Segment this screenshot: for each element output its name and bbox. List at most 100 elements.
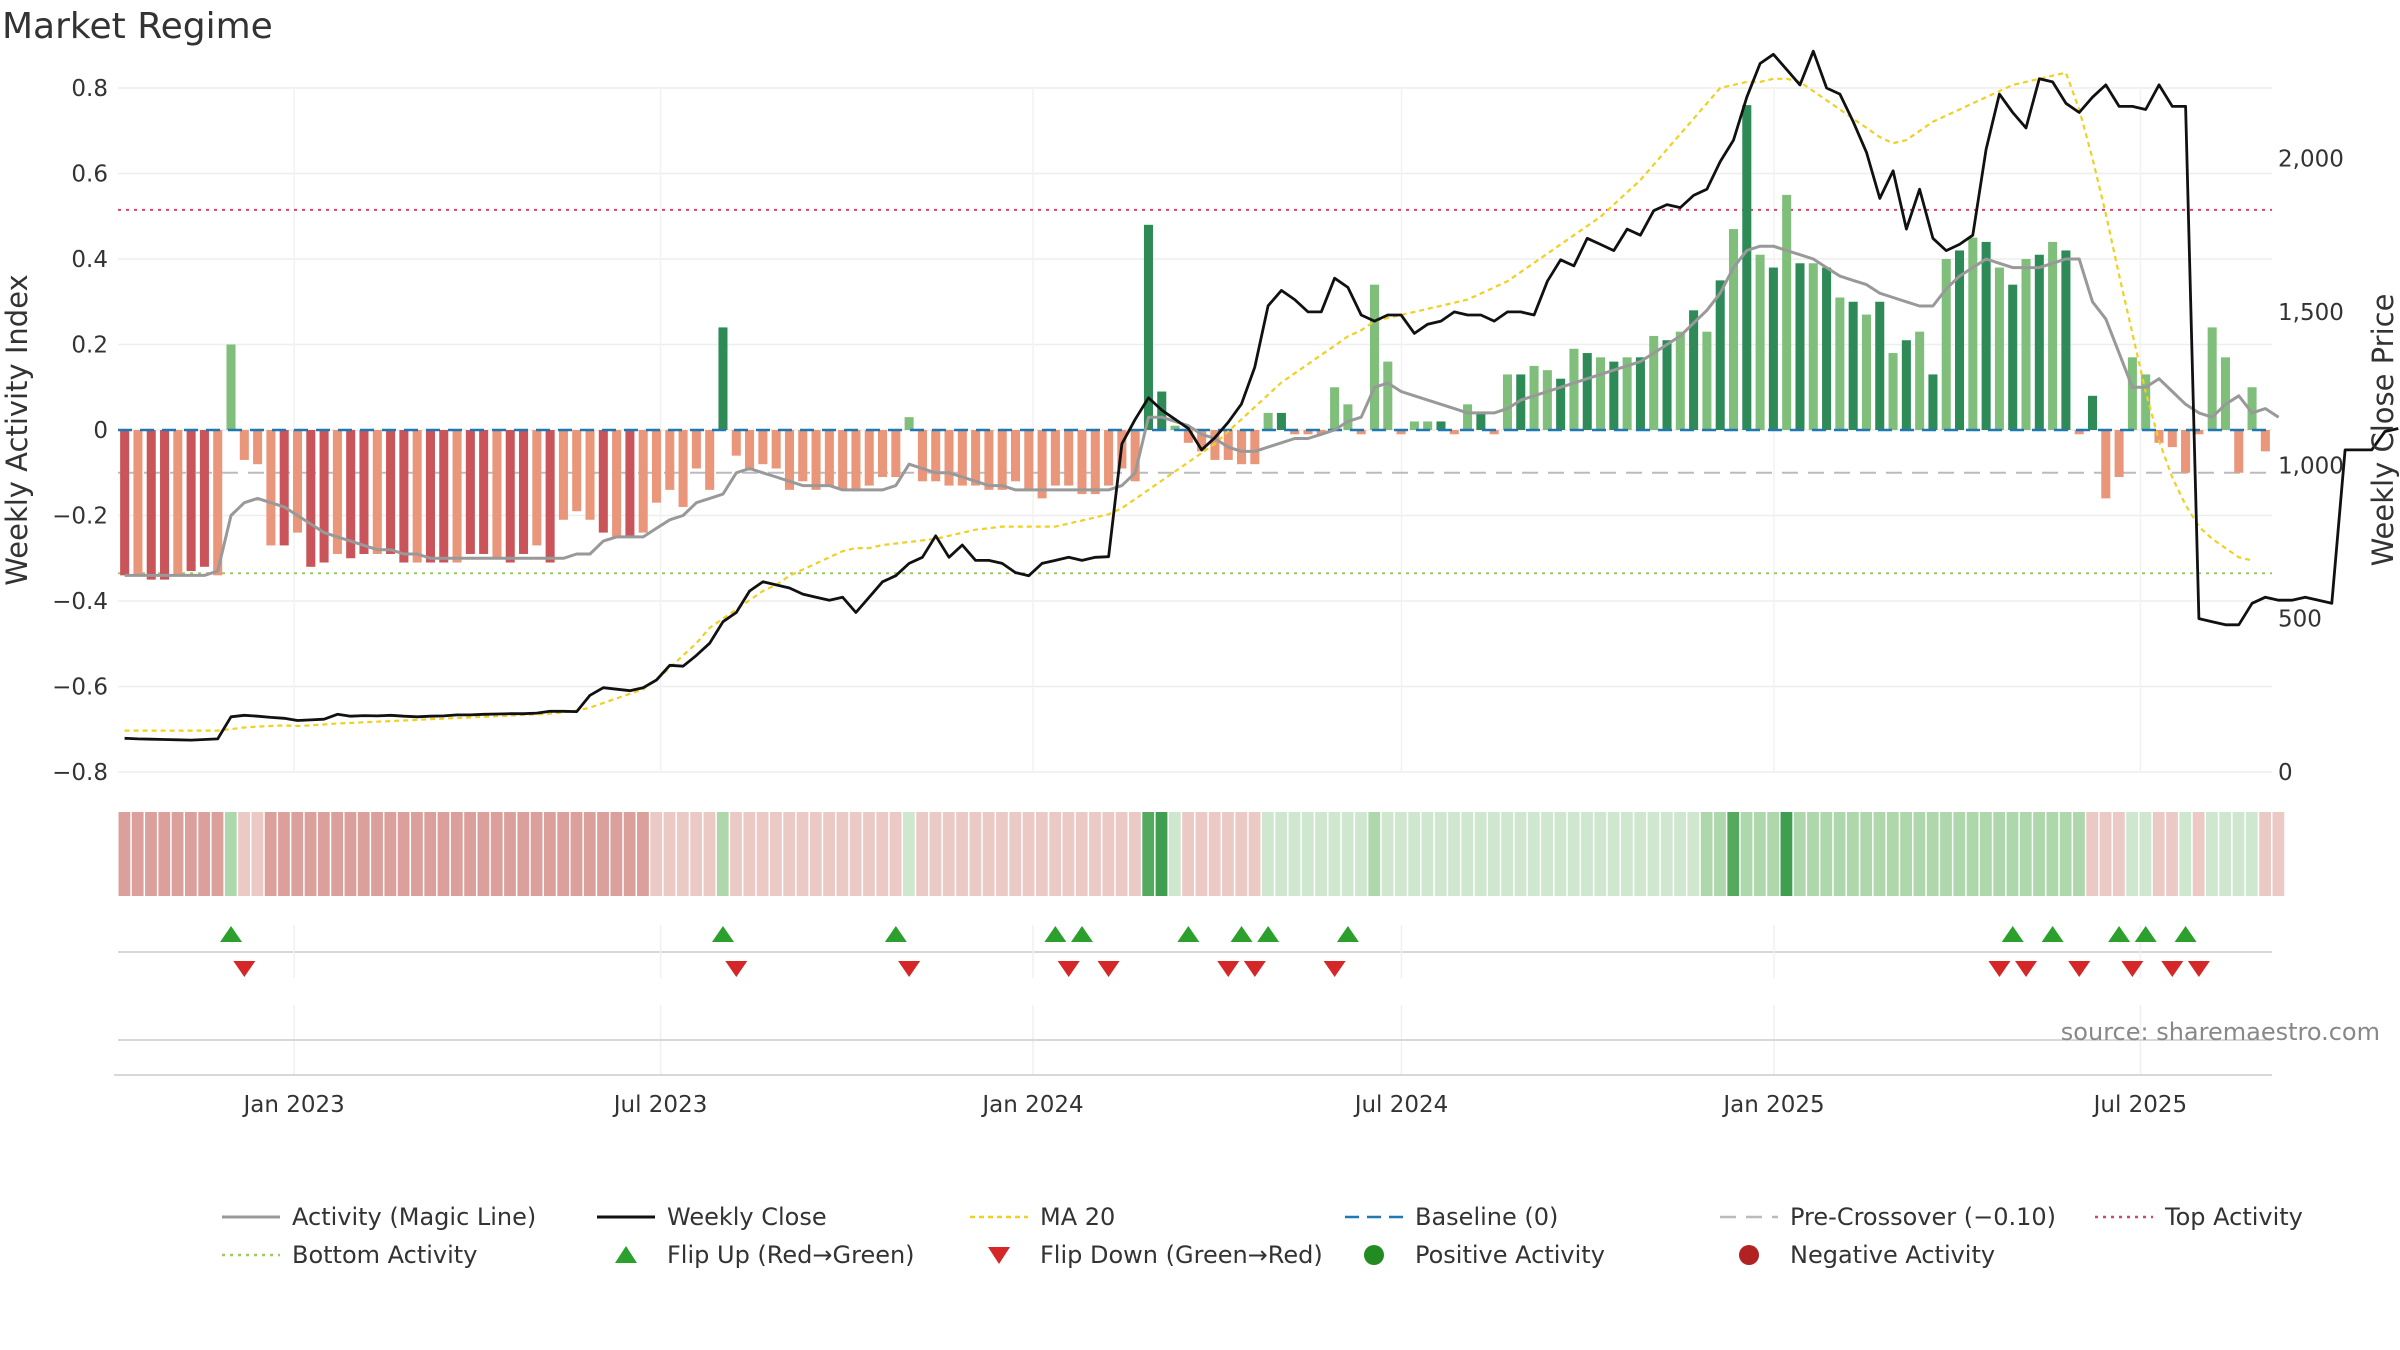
legend-label: Flip Up (Red→Green) <box>667 1241 915 1269</box>
regime-strip-cell <box>889 812 902 896</box>
y-tick-label: 0.8 <box>71 76 108 102</box>
regime-strip-cell <box>982 812 995 896</box>
legend: Activity (Magic Line) Weekly Close MA 20 Ba… <box>222 1203 2303 1269</box>
activity-bar <box>1875 301 1885 430</box>
flip-up-marker <box>220 926 243 942</box>
ma20-line <box>124 71 2253 732</box>
regime-strip-cell <box>1780 812 1793 896</box>
activity-bar <box>638 430 648 533</box>
regime-strip-cell <box>2152 812 2165 896</box>
x-tick-label: Jul 2025 <box>2092 1092 2188 1118</box>
activity-bar <box>1183 430 1193 443</box>
activity-bar <box>160 430 170 580</box>
activity-bar <box>519 430 529 554</box>
y-tick-label: 0.4 <box>71 247 108 273</box>
regime-strip-cell <box>863 812 875 896</box>
activity-bar <box>1237 430 1247 465</box>
flip-down-marker <box>725 961 748 977</box>
regime-strip-cell <box>464 812 476 896</box>
activity-bar <box>1037 430 1047 499</box>
activity-bar <box>545 430 555 563</box>
legend-swatch <box>615 1246 637 1263</box>
regime-strip-cell <box>1261 812 1274 896</box>
regime-strip-cell <box>1860 812 1873 896</box>
legend-item-bottom: Bottom Activity <box>222 1241 477 1269</box>
regime-strip-cell <box>1421 812 1434 896</box>
activity-bar <box>1476 412 1486 430</box>
regime-strip-cell <box>2259 812 2271 896</box>
activity-bar <box>1582 353 1592 430</box>
activity-bar <box>1941 259 1951 430</box>
activity-bar <box>146 430 156 580</box>
activity-bar <box>479 430 489 554</box>
activity-bar <box>1396 430 1406 435</box>
activity-bar <box>572 430 582 512</box>
y-tick-label: −0.4 <box>52 589 108 615</box>
regime-strip-cell <box>1727 812 1740 896</box>
flip-markers-panel <box>118 925 2272 978</box>
regime-strip-cell <box>1075 812 1088 896</box>
regime-strip-cell <box>902 812 915 896</box>
regime-strip-cell <box>796 812 809 896</box>
regime-strip-cell <box>171 812 184 896</box>
regime-strip-cell <box>1328 812 1341 896</box>
activity-price-panel: 0.8 0.6 0.4 0.2 0 −0.2 −0.4 −0.6 −0.8 2,000 1,500 1… <box>52 49 2399 786</box>
activity-bar <box>2008 284 2018 430</box>
regime-strip-cell <box>570 812 583 896</box>
regime-strip-cell <box>384 812 397 896</box>
activity-bar <box>1768 267 1778 430</box>
y-tick-label: −0.8 <box>52 760 108 786</box>
regime-strip-cell <box>1408 812 1421 896</box>
regime-strip-cell <box>1142 812 1155 896</box>
y2-tick-label: 1,000 <box>2278 453 2344 479</box>
regime-strip-cell <box>2006 812 2019 896</box>
legend-label: Flip Down (Green→Red) <box>1040 1241 1323 1269</box>
regime-strip-cell <box>743 812 756 896</box>
legend-label: Weekly Close <box>667 1203 827 1231</box>
activity-bar <box>1449 430 1459 435</box>
activity-bar <box>1276 412 1286 430</box>
regime-strip-cell <box>517 812 530 896</box>
flip-up-marker <box>1230 926 1253 942</box>
activity-bar <box>864 430 874 486</box>
regime-strip-cell <box>184 812 197 896</box>
y2-tick-label: 1,500 <box>2278 300 2344 326</box>
flip-down-marker <box>898 961 921 977</box>
flip-up-marker <box>1044 926 1067 942</box>
regime-strip-cell <box>1022 812 1035 896</box>
flip-down-marker <box>1988 961 2011 977</box>
flip-down-marker <box>233 961 256 977</box>
regime-strip-cell <box>1049 812 1062 896</box>
regime-strip-cell <box>823 812 835 896</box>
regime-strip-cell <box>1514 812 1527 896</box>
flip-up-marker <box>1070 926 1093 942</box>
y2-tick-label: 500 <box>2278 607 2322 633</box>
activity-bar <box>2207 327 2217 430</box>
regime-strip-cell <box>610 812 623 896</box>
activity-bar <box>1675 331 1685 430</box>
regime-strip-cell <box>118 812 131 896</box>
activity-bar <box>1263 412 1273 430</box>
flip-down-marker <box>2068 961 2091 977</box>
regime-strip-cell <box>969 812 982 896</box>
activity-bar <box>2127 357 2137 430</box>
regime-strip-cell <box>1833 812 1846 896</box>
activity-bar <box>1343 404 1353 430</box>
x-tick-label: Jan 2023 <box>241 1092 344 1118</box>
source-label: source: sharemaestro.com <box>2061 1018 2380 1046</box>
regime-strip-cell <box>1062 812 1075 896</box>
activity-bar <box>359 430 369 554</box>
regime-strip-cell <box>450 812 463 896</box>
activity-bar <box>665 430 675 490</box>
regime-strip-cell <box>2086 812 2099 896</box>
activity-bar <box>1463 404 1473 430</box>
activity-bar <box>1835 297 1845 430</box>
regime-strip-cell <box>1847 812 1859 896</box>
activity-bar <box>558 430 568 520</box>
activity-bar <box>226 344 236 430</box>
regime-strip-cell <box>2192 812 2205 896</box>
activity-bar <box>1702 331 1712 430</box>
legend-label: Negative Activity <box>1790 1241 1995 1269</box>
activity-bar <box>133 430 143 576</box>
activity-bar <box>931 430 941 482</box>
